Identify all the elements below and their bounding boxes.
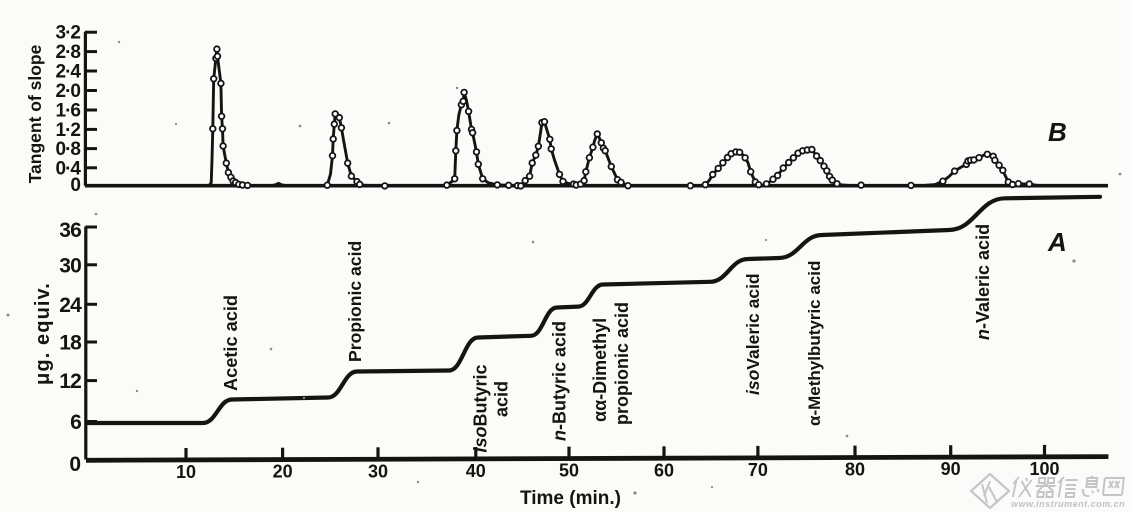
svg-text:24: 24 <box>59 294 82 317</box>
svg-text:αα-Dimethyl: αα-Dimethyl <box>590 318 610 422</box>
svg-text:1·2: 1·2 <box>56 120 81 141</box>
svg-text:α-Methylbutyric acid: α-Methylbutyric acid <box>805 261 824 426</box>
svg-text:50: 50 <box>559 461 579 481</box>
svg-text:acid: acid <box>492 381 512 417</box>
svg-text:2·8: 2·8 <box>56 42 81 63</box>
svg-text:Time (min.): Time (min.) <box>520 488 621 509</box>
svg-text:B: B <box>1048 117 1067 147</box>
svg-text:30: 30 <box>368 461 388 481</box>
svg-text:μg. equiv.: μg. equiv. <box>32 282 54 385</box>
svg-text:70: 70 <box>748 460 768 480</box>
svg-text:10: 10 <box>176 462 196 482</box>
svg-text:isoButyric: isoButyric <box>471 364 491 452</box>
svg-text:2·4: 2·4 <box>56 62 82 83</box>
svg-text:3·2: 3·2 <box>56 23 81 44</box>
svg-text:20: 20 <box>273 462 293 482</box>
svg-text:100: 100 <box>1029 459 1059 479</box>
svg-text:Tangent of slope: Tangent of slope <box>25 44 45 183</box>
svg-text:propionic acid: propionic acid <box>612 302 632 425</box>
svg-text:1·6: 1·6 <box>56 101 81 122</box>
svg-text:36: 36 <box>59 219 81 242</box>
svg-text:80: 80 <box>845 460 865 480</box>
svg-text:0: 0 <box>70 175 80 196</box>
svg-text:12: 12 <box>59 370 81 393</box>
svg-text:60: 60 <box>654 460 674 480</box>
svg-text:A: A <box>1047 227 1067 257</box>
svg-text:0·4: 0·4 <box>56 158 82 179</box>
svg-text:www.instrument.com.cn: www.instrument.com.cn <box>1011 499 1125 509</box>
svg-text:Acetic acid: Acetic acid <box>221 295 241 391</box>
svg-text:30: 30 <box>59 254 81 277</box>
svg-text:0·8: 0·8 <box>56 139 81 160</box>
svg-text:n-Valeric acid: n-Valeric acid <box>973 224 993 340</box>
svg-text:Propionic acid: Propionic acid <box>345 241 365 362</box>
svg-text:40: 40 <box>466 461 486 481</box>
svg-text:6: 6 <box>70 411 81 434</box>
svg-text:0: 0 <box>69 453 81 476</box>
svg-text:2·0: 2·0 <box>56 81 81 102</box>
svg-text:isoValeric acid: isoValeric acid <box>743 273 763 395</box>
svg-text:18: 18 <box>59 332 82 355</box>
svg-text:90: 90 <box>941 459 961 479</box>
svg-text:n-Butyric acid: n-Butyric acid <box>550 321 570 441</box>
